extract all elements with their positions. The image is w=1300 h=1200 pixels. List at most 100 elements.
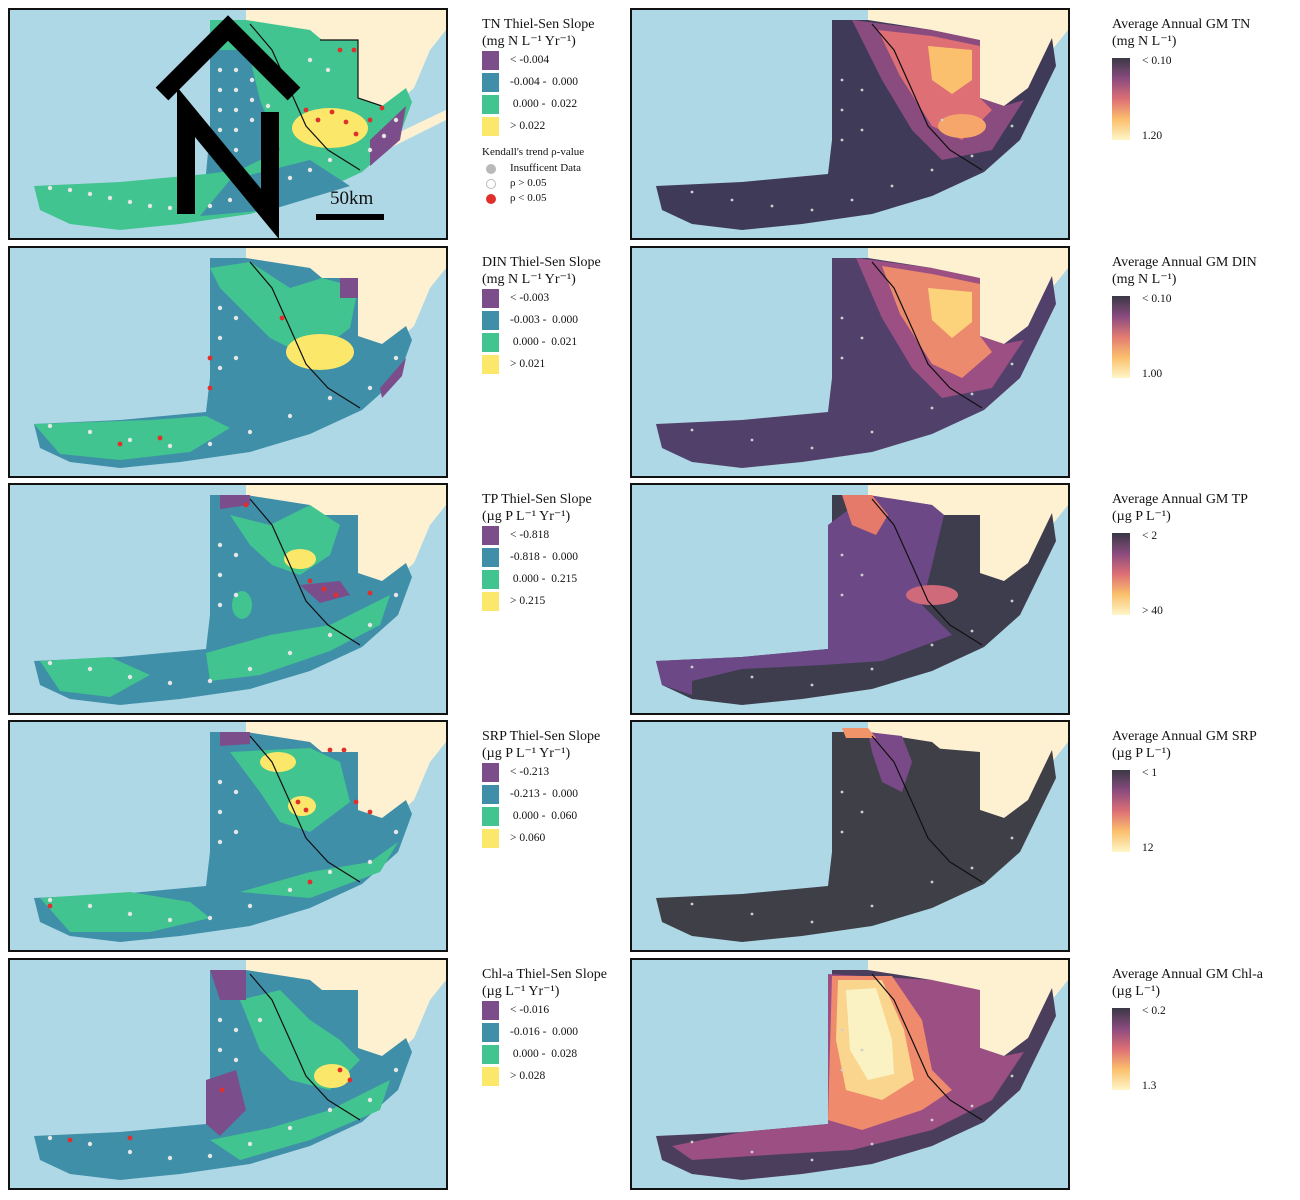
chla-slope-legend: Chl-a Thiel-Sen Slope (µg L⁻¹ Yr⁻¹) < -0… [482, 966, 627, 1088]
chla-slope-units: (µg L⁻¹ Yr⁻¹) [482, 984, 560, 999]
tp-colorbar: < 2 > 40 [1112, 530, 1163, 617]
tn-slope-legend: TN Thiel-Sen Slope (mg N L⁻¹ Yr⁻¹) < -0.… [482, 16, 627, 207]
chla-average-legend: Average Annual GM Chl-a (µg L⁻¹) < 0.2 1… [1112, 966, 1297, 1092]
slope-purple-zone-2 [380, 358, 406, 398]
srp-slope-title: SRP Thiel-Sen Slope [482, 729, 601, 744]
tp-average-map-svg [656, 485, 1068, 705]
slope-teal-zone-3 [240, 842, 398, 898]
map-row-din: DIN Thiel-Sen Slope (mg N L⁻¹ Yr⁻¹) < -0… [0, 246, 1300, 484]
station-dots [47, 542, 399, 686]
srp-class-1: < -0.213 [482, 763, 627, 784]
significant-dots [67, 1067, 353, 1143]
chla-colorbar-bottom: 1.3 [1142, 1080, 1157, 1092]
slope-yellow-zone [314, 1064, 350, 1088]
scale-bar-label: 50km [330, 188, 374, 209]
avg-light-band [928, 288, 972, 338]
tn-class-3: 0.000 - 0.022 [482, 95, 627, 116]
tn-slope-title: TN Thiel-Sen Slope [482, 17, 595, 32]
chla-slope-map [8, 958, 448, 1190]
slope-teal-zone-2 [40, 892, 210, 932]
significant-dots [303, 47, 385, 137]
tp-average-title: Average Annual GM TP [1112, 492, 1248, 507]
chla-class-1: < -0.016 [482, 1001, 627, 1022]
din-class-1: < -0.003 [482, 289, 627, 310]
srp-class-2: -0.213 - 0.000 [482, 785, 627, 806]
din-average-legend: Average Annual GM DIN (mg N L⁻¹) < 0.10 … [1112, 254, 1297, 380]
tp-average-legend: Average Annual GM TP (µg P L⁻¹) < 2 > 40 [1112, 491, 1297, 617]
chla-slope-map-svg [34, 960, 446, 1180]
tn-average-legend: Average Annual GM TN (mg N L⁻¹) < 0.10 1… [1112, 16, 1297, 142]
din-slope-map [8, 246, 448, 478]
slope-teal-spot [232, 591, 252, 619]
din-slope-units: (mg N L⁻¹ Yr⁻¹) [482, 272, 576, 287]
slope-purple-zone-2 [300, 581, 350, 603]
srp-colorbar: < 1 12 [1112, 767, 1157, 854]
tp-colorbar-bottom: > 40 [1142, 605, 1163, 617]
park-boundary [249, 498, 361, 646]
srp-average-legend: Average Annual GM SRP (µg P L⁻¹) < 1 12 [1112, 728, 1297, 854]
din-slope-legend: DIN Thiel-Sen Slope (mg N L⁻¹ Yr⁻¹) < -0… [482, 254, 627, 376]
kendall-significant: ρ < 0.05 [482, 192, 627, 207]
tn-slope-map: 50km [8, 8, 448, 240]
park-boundary [249, 735, 361, 883]
park-boundary [871, 261, 983, 409]
station-dots [47, 57, 399, 213]
tp-class-4: > 0.215 [482, 592, 627, 613]
park-boundary [249, 23, 361, 171]
srp-slope-legend: SRP Thiel-Sen Slope (µg P L⁻¹ Yr⁻¹) < -0… [482, 728, 627, 850]
din-colorbar-bottom: 1.00 [1142, 368, 1163, 380]
slope-teal-zone-2 [210, 1080, 390, 1160]
din-class-2: -0.003 - 0.000 [482, 311, 627, 332]
srp-class-3: 0.000 - 0.060 [482, 807, 627, 828]
station-dots [690, 1028, 1014, 1162]
avg-dark-land [932, 748, 1004, 826]
tn-colorbar-bottom: 1.20 [1142, 130, 1163, 142]
avg-light-spot [938, 114, 986, 138]
kendall-title: Kendall's trend ρ-value [482, 146, 585, 158]
slope-yellow-zone [292, 108, 368, 148]
slope-yellow-zone-2 [288, 796, 316, 816]
significant-dots [117, 315, 285, 447]
din-average-title: Average Annual GM DIN [1112, 255, 1257, 270]
tn-average-title: Average Annual GM TN [1112, 17, 1251, 32]
tp-average-units: (µg P L⁻¹) [1112, 509, 1171, 524]
chla-colorbar-top: < 0.2 [1142, 1005, 1166, 1017]
slope-purple-zone [340, 278, 358, 298]
tn-class-2: -0.004 - 0.000 [482, 73, 627, 94]
avg-warm-band [842, 728, 876, 738]
slope-purple-zone-2 [210, 970, 246, 1000]
tp-class-1: < -0.818 [482, 526, 627, 547]
station-dots [690, 78, 1014, 212]
srp-slope-map [8, 720, 448, 952]
avg-purple-band [656, 495, 952, 695]
tn-slope-units: (mg N L⁻¹ Yr⁻¹) [482, 34, 576, 49]
slope-yellow-zone [260, 752, 296, 772]
avg-light-band [928, 46, 972, 94]
park-boundary [871, 735, 983, 883]
din-colorbar: < 0.10 1.00 [1112, 293, 1172, 380]
tp-class-3: 0.000 - 0.215 [482, 570, 627, 591]
chla-average-title: Average Annual GM Chl-a [1112, 967, 1263, 982]
park-boundary [871, 973, 983, 1121]
slope-yellow-zone [284, 549, 316, 569]
din-colorbar-top: < 0.10 [1142, 293, 1172, 305]
tn-class-1: < -0.004 [482, 51, 627, 72]
slope-teal-zone-2 [40, 657, 150, 697]
park-boundary [249, 261, 361, 409]
park-boundary [871, 498, 983, 646]
scale-bar-line [316, 214, 384, 220]
srp-average-title: Average Annual GM SRP [1112, 729, 1257, 744]
chla-class-3: 0.000 - 0.028 [482, 1045, 627, 1066]
chla-average-units: (µg L⁻¹) [1112, 984, 1161, 999]
srp-class-4: > 0.060 [482, 829, 627, 850]
srp-colorbar-bottom: 12 [1142, 842, 1154, 854]
chla-average-map [630, 958, 1070, 1190]
tp-slope-title: TP Thiel-Sen Slope [482, 492, 592, 507]
chla-average-map-svg [656, 960, 1068, 1180]
park-boundary [249, 973, 361, 1121]
tn-average-units: (mg N L⁻¹) [1112, 34, 1177, 49]
slope-purple-zone [206, 1070, 246, 1136]
station-dots [690, 316, 1014, 450]
tp-slope-map-svg [34, 485, 446, 705]
map-row-tp: TP Thiel-Sen Slope (µg P L⁻¹ Yr⁻¹) < -0.… [0, 483, 1300, 721]
